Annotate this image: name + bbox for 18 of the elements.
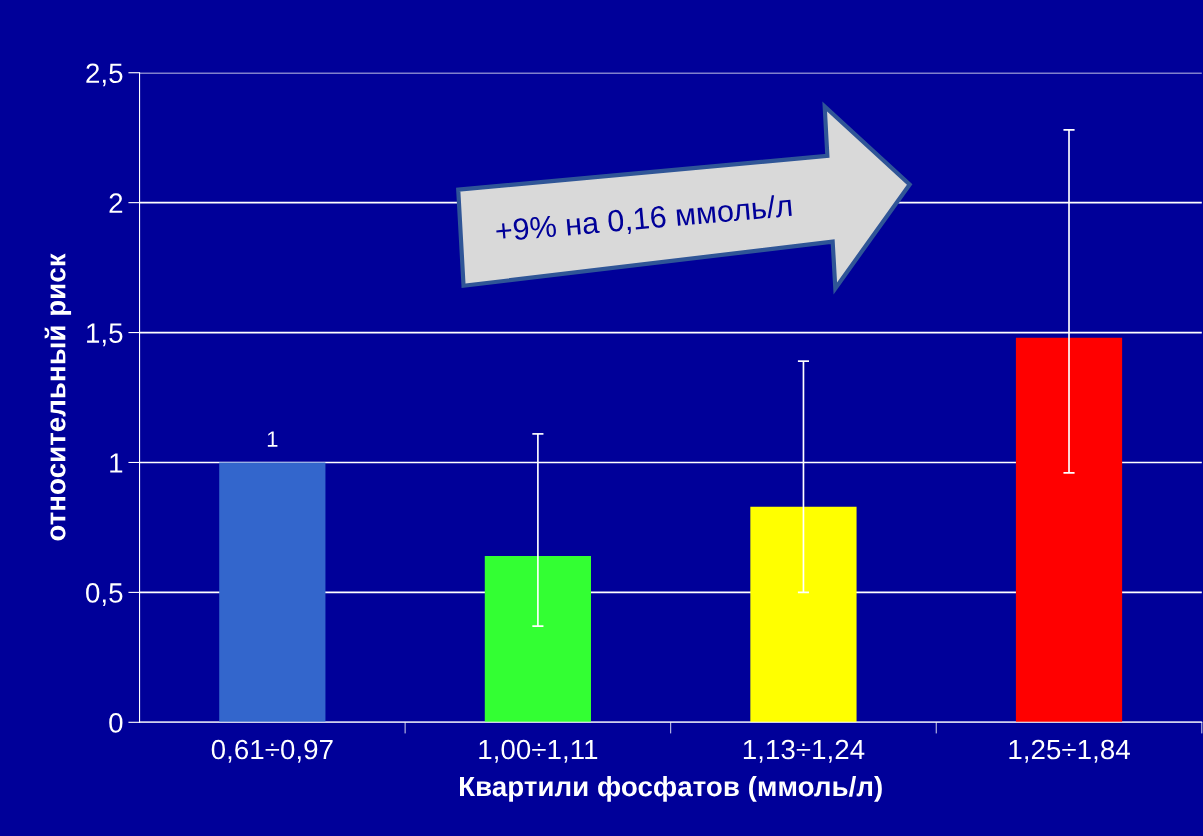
y-axis-title: относительный риск [44, 253, 72, 541]
y-tick-label: 1,5 [87, 323, 123, 347]
x-tick-label: 0,61÷0,97 [211, 739, 333, 763]
y-tick-label: 1 [110, 453, 123, 473]
y-tick-label: 2,5 [86, 63, 123, 87]
y-tick-label: 0 [109, 712, 123, 733]
y-tick-label: 0,5 [86, 583, 123, 607]
bar [1015, 337, 1123, 723]
bar [750, 506, 857, 723]
bar [484, 556, 591, 723]
annotation: +9% на 0,16 ммоль/л [495, 193, 793, 246]
y-tick-label: 2 [109, 193, 123, 213]
x-tick-label: 1,00÷1,11 [479, 739, 598, 763]
x-tick-label: 1,25÷1,84 [1009, 739, 1130, 763]
data-label: 1 [267, 431, 278, 447]
x-axis-title: Квартили фосфатов (ммоль/л) [460, 775, 882, 802]
bar [219, 462, 326, 723]
x-tick-label: 1,13÷1,24 [743, 739, 865, 763]
